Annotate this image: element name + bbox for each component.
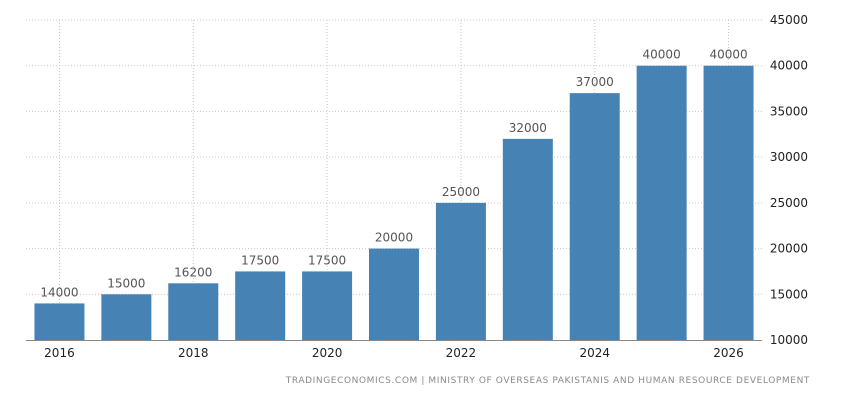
y-tick-45000: 45000: [770, 13, 808, 27]
data-label-2020: 17500: [308, 253, 346, 267]
x-tick-2018: 2018: [178, 346, 209, 360]
data-label-2016: 14000: [40, 285, 78, 299]
data-label-2022: 25000: [442, 185, 480, 199]
bar-2022: [435, 202, 486, 340]
bar-2025: [636, 65, 687, 340]
source-credit: TRADINGECONOMICS.COM | MINISTRY OF OVERS…: [285, 376, 810, 386]
y-tick-35000: 35000: [770, 104, 808, 118]
bars: [34, 65, 754, 341]
bar-2018: [168, 283, 219, 340]
y-tick-40000: 40000: [770, 59, 808, 73]
y-tick-25000: 25000: [770, 196, 808, 210]
bar-2021: [369, 248, 419, 340]
x-tick-2016: 2016: [44, 346, 75, 360]
data-label-2026: 40000: [709, 48, 747, 62]
y-tick-30000: 30000: [770, 150, 808, 164]
data-label-2023: 32000: [509, 121, 547, 135]
x-tick-2024: 2024: [579, 346, 610, 360]
bar-2016: [34, 303, 85, 340]
data-label-2024: 37000: [576, 75, 614, 89]
x-axis-ticks: 2016 2018 2020 2022 2024 2026: [44, 346, 744, 360]
y-tick-15000: 15000: [770, 287, 808, 301]
data-label-2025: 40000: [643, 48, 681, 62]
bar-2024: [569, 93, 620, 341]
bar-2020: [302, 271, 353, 340]
data-label-2017: 15000: [107, 276, 145, 290]
data-labels: 14000 15000 16200 17500 17500 20000 25000 32000…: [40, 48, 747, 300]
data-label-2019: 17500: [241, 253, 279, 267]
bar-2017: [101, 294, 152, 340]
y-tick-20000: 20000: [770, 242, 808, 256]
x-tick-2026: 2026: [713, 346, 744, 360]
x-tick-2022: 2022: [446, 346, 477, 360]
x-tick-2020: 2020: [312, 346, 343, 360]
y-axis-ticks: 10000 15000 20000 25000 30000 35000 40000 45000: [770, 13, 808, 347]
data-label-2021: 20000: [375, 231, 413, 245]
data-label-2018: 16200: [174, 265, 212, 279]
bar-2019: [235, 271, 286, 340]
y-tick-10000: 10000: [770, 333, 808, 347]
bar-2026: [703, 65, 754, 340]
bar-2023: [502, 138, 553, 340]
